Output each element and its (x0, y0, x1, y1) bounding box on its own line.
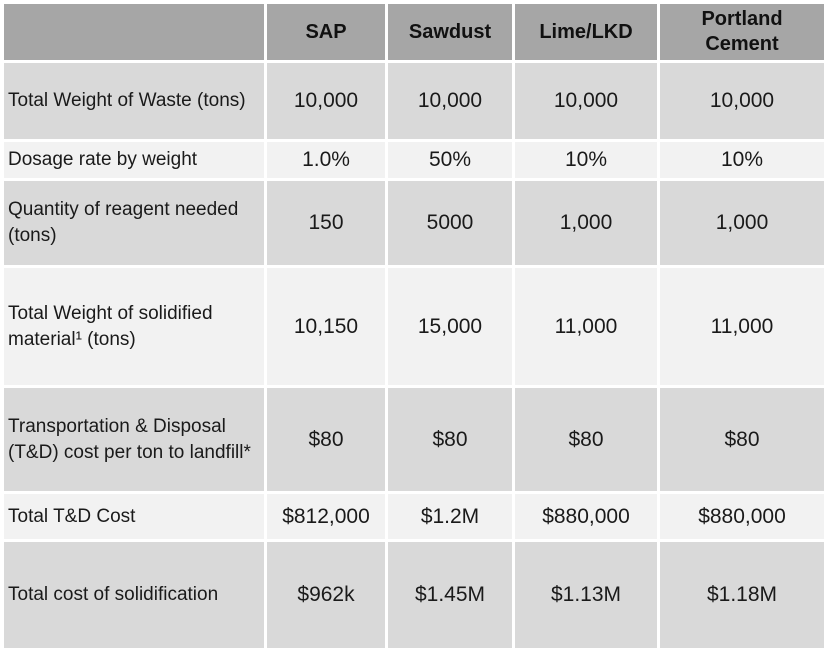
table-cell: 10,150 (267, 268, 385, 385)
table-cell: 1,000 (660, 181, 824, 265)
table-cell: 150 (267, 181, 385, 265)
table-cell: $1.13M (515, 542, 657, 648)
table-cell: 1,000 (515, 181, 657, 265)
table-cell: $80 (388, 388, 512, 491)
table-cell: $80 (515, 388, 657, 491)
row-label-total-solidification-cost: Total cost of solidification (4, 542, 264, 648)
table-cell: $880,000 (660, 494, 824, 539)
table-cell: $1.2M (388, 494, 512, 539)
column-header-lime-lkd: Lime/LKD (515, 4, 657, 60)
column-header-sawdust: Sawdust (388, 4, 512, 60)
table-cell: $80 (660, 388, 824, 491)
table-cell: 10,000 (388, 63, 512, 139)
row-label-reagent-quantity: Quantity of reagent needed (tons) (4, 181, 264, 265)
table-cell: 10% (660, 142, 824, 178)
column-header-blank (4, 4, 264, 60)
row-label-dosage-rate: Dosage rate by weight (4, 142, 264, 178)
row-label-total-weight-waste: Total Weight of Waste (tons) (4, 63, 264, 139)
table-cell: 10% (515, 142, 657, 178)
table-cell: 10,000 (267, 63, 385, 139)
row-label-td-cost-per-ton: Transportation & Disposal (T&D) cost per… (4, 388, 264, 491)
table-cell: 1.0% (267, 142, 385, 178)
row-label-solidified-weight: Total Weight of solidified material¹ (to… (4, 268, 264, 385)
column-header-sap: SAP (267, 4, 385, 60)
table-cell: 15,000 (388, 268, 512, 385)
row-label-total-td-cost: Total T&D Cost (4, 494, 264, 539)
table-cell: 10,000 (515, 63, 657, 139)
table-cell: $962k (267, 542, 385, 648)
table-cell: $1.18M (660, 542, 824, 648)
table-cell: 11,000 (660, 268, 824, 385)
table-cell: 10,000 (660, 63, 824, 139)
table-cell: 50% (388, 142, 512, 178)
table-cell: 5000 (388, 181, 512, 265)
table-cell: $1.45M (388, 542, 512, 648)
table-cell: $880,000 (515, 494, 657, 539)
table-cell: $80 (267, 388, 385, 491)
table-cell: $812,000 (267, 494, 385, 539)
column-header-portland-cement: Portland Cement (660, 4, 824, 60)
table-cell: 11,000 (515, 268, 657, 385)
